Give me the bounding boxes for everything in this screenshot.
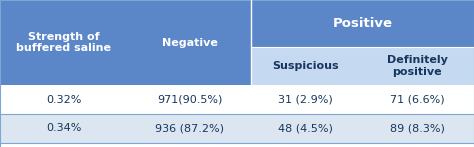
Text: Negative: Negative bbox=[162, 38, 218, 48]
Bar bbox=[251, 0, 474, 47]
Bar bbox=[128, 0, 251, 85]
Text: 71 (6.6%): 71 (6.6%) bbox=[390, 95, 445, 105]
Text: 936 (87.2%): 936 (87.2%) bbox=[155, 123, 224, 133]
Bar bbox=[251, 47, 360, 85]
Text: 0.34%: 0.34% bbox=[46, 123, 82, 133]
Bar bbox=[0, 0, 128, 85]
Text: Positive: Positive bbox=[333, 17, 392, 30]
Text: Definitely
positive: Definitely positive bbox=[387, 55, 447, 77]
Text: Strength of
buffered saline: Strength of buffered saline bbox=[17, 32, 111, 53]
Text: Suspicious: Suspicious bbox=[273, 61, 339, 71]
Bar bbox=[0, 85, 474, 114]
Bar bbox=[360, 47, 474, 85]
Text: 971(90.5%): 971(90.5%) bbox=[157, 95, 222, 105]
Text: 31 (2.9%): 31 (2.9%) bbox=[278, 95, 333, 105]
Bar bbox=[0, 114, 474, 143]
Bar bbox=[0, 143, 474, 147]
Text: 48 (4.5%): 48 (4.5%) bbox=[278, 123, 333, 133]
Text: 0.32%: 0.32% bbox=[46, 95, 82, 105]
Bar bbox=[0, 0, 251, 47]
Text: 89 (8.3%): 89 (8.3%) bbox=[390, 123, 445, 133]
